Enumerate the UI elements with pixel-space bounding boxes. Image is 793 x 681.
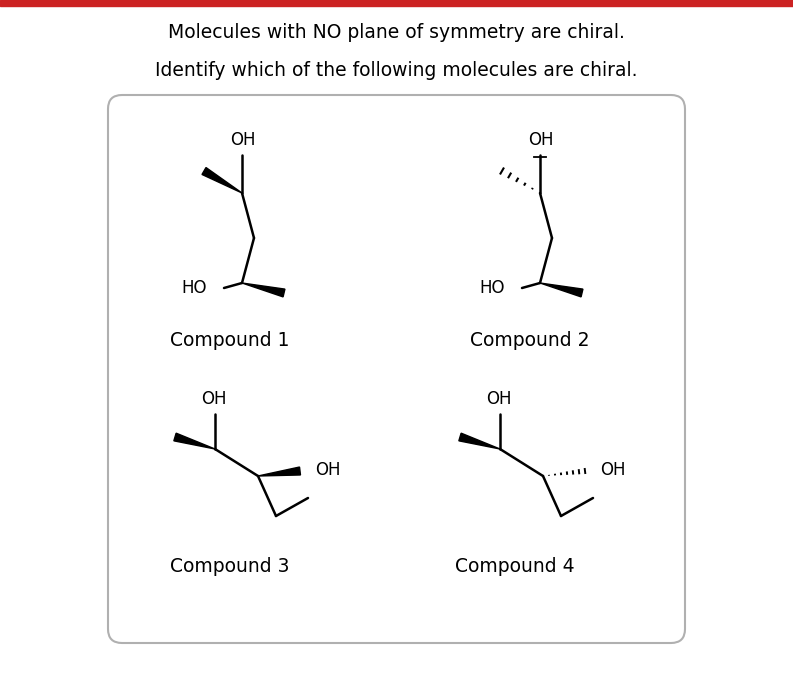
Text: Compound 1: Compound 1: [170, 332, 289, 351]
Polygon shape: [202, 168, 242, 193]
Text: Molecules with NO plane of symmetry are chiral.: Molecules with NO plane of symmetry are …: [167, 22, 624, 42]
Text: HO: HO: [182, 279, 207, 297]
Text: Compound 3: Compound 3: [170, 556, 289, 575]
Text: OH: OH: [230, 131, 256, 149]
Polygon shape: [540, 283, 583, 297]
Polygon shape: [258, 467, 301, 476]
Text: OH: OH: [486, 390, 511, 408]
Text: Compound 4: Compound 4: [455, 556, 575, 575]
Text: OH: OH: [528, 131, 554, 149]
Polygon shape: [459, 433, 500, 449]
Polygon shape: [242, 283, 285, 297]
Text: OH: OH: [600, 461, 626, 479]
Text: OH: OH: [201, 390, 227, 408]
Text: Identify which of the following molecules are chiral.: Identify which of the following molecule…: [155, 61, 638, 80]
Text: OH: OH: [315, 461, 340, 479]
Text: HO: HO: [480, 279, 505, 297]
FancyBboxPatch shape: [108, 95, 685, 643]
Bar: [0, 0, 793, 6]
Text: Compound 2: Compound 2: [470, 332, 590, 351]
Polygon shape: [174, 433, 215, 449]
